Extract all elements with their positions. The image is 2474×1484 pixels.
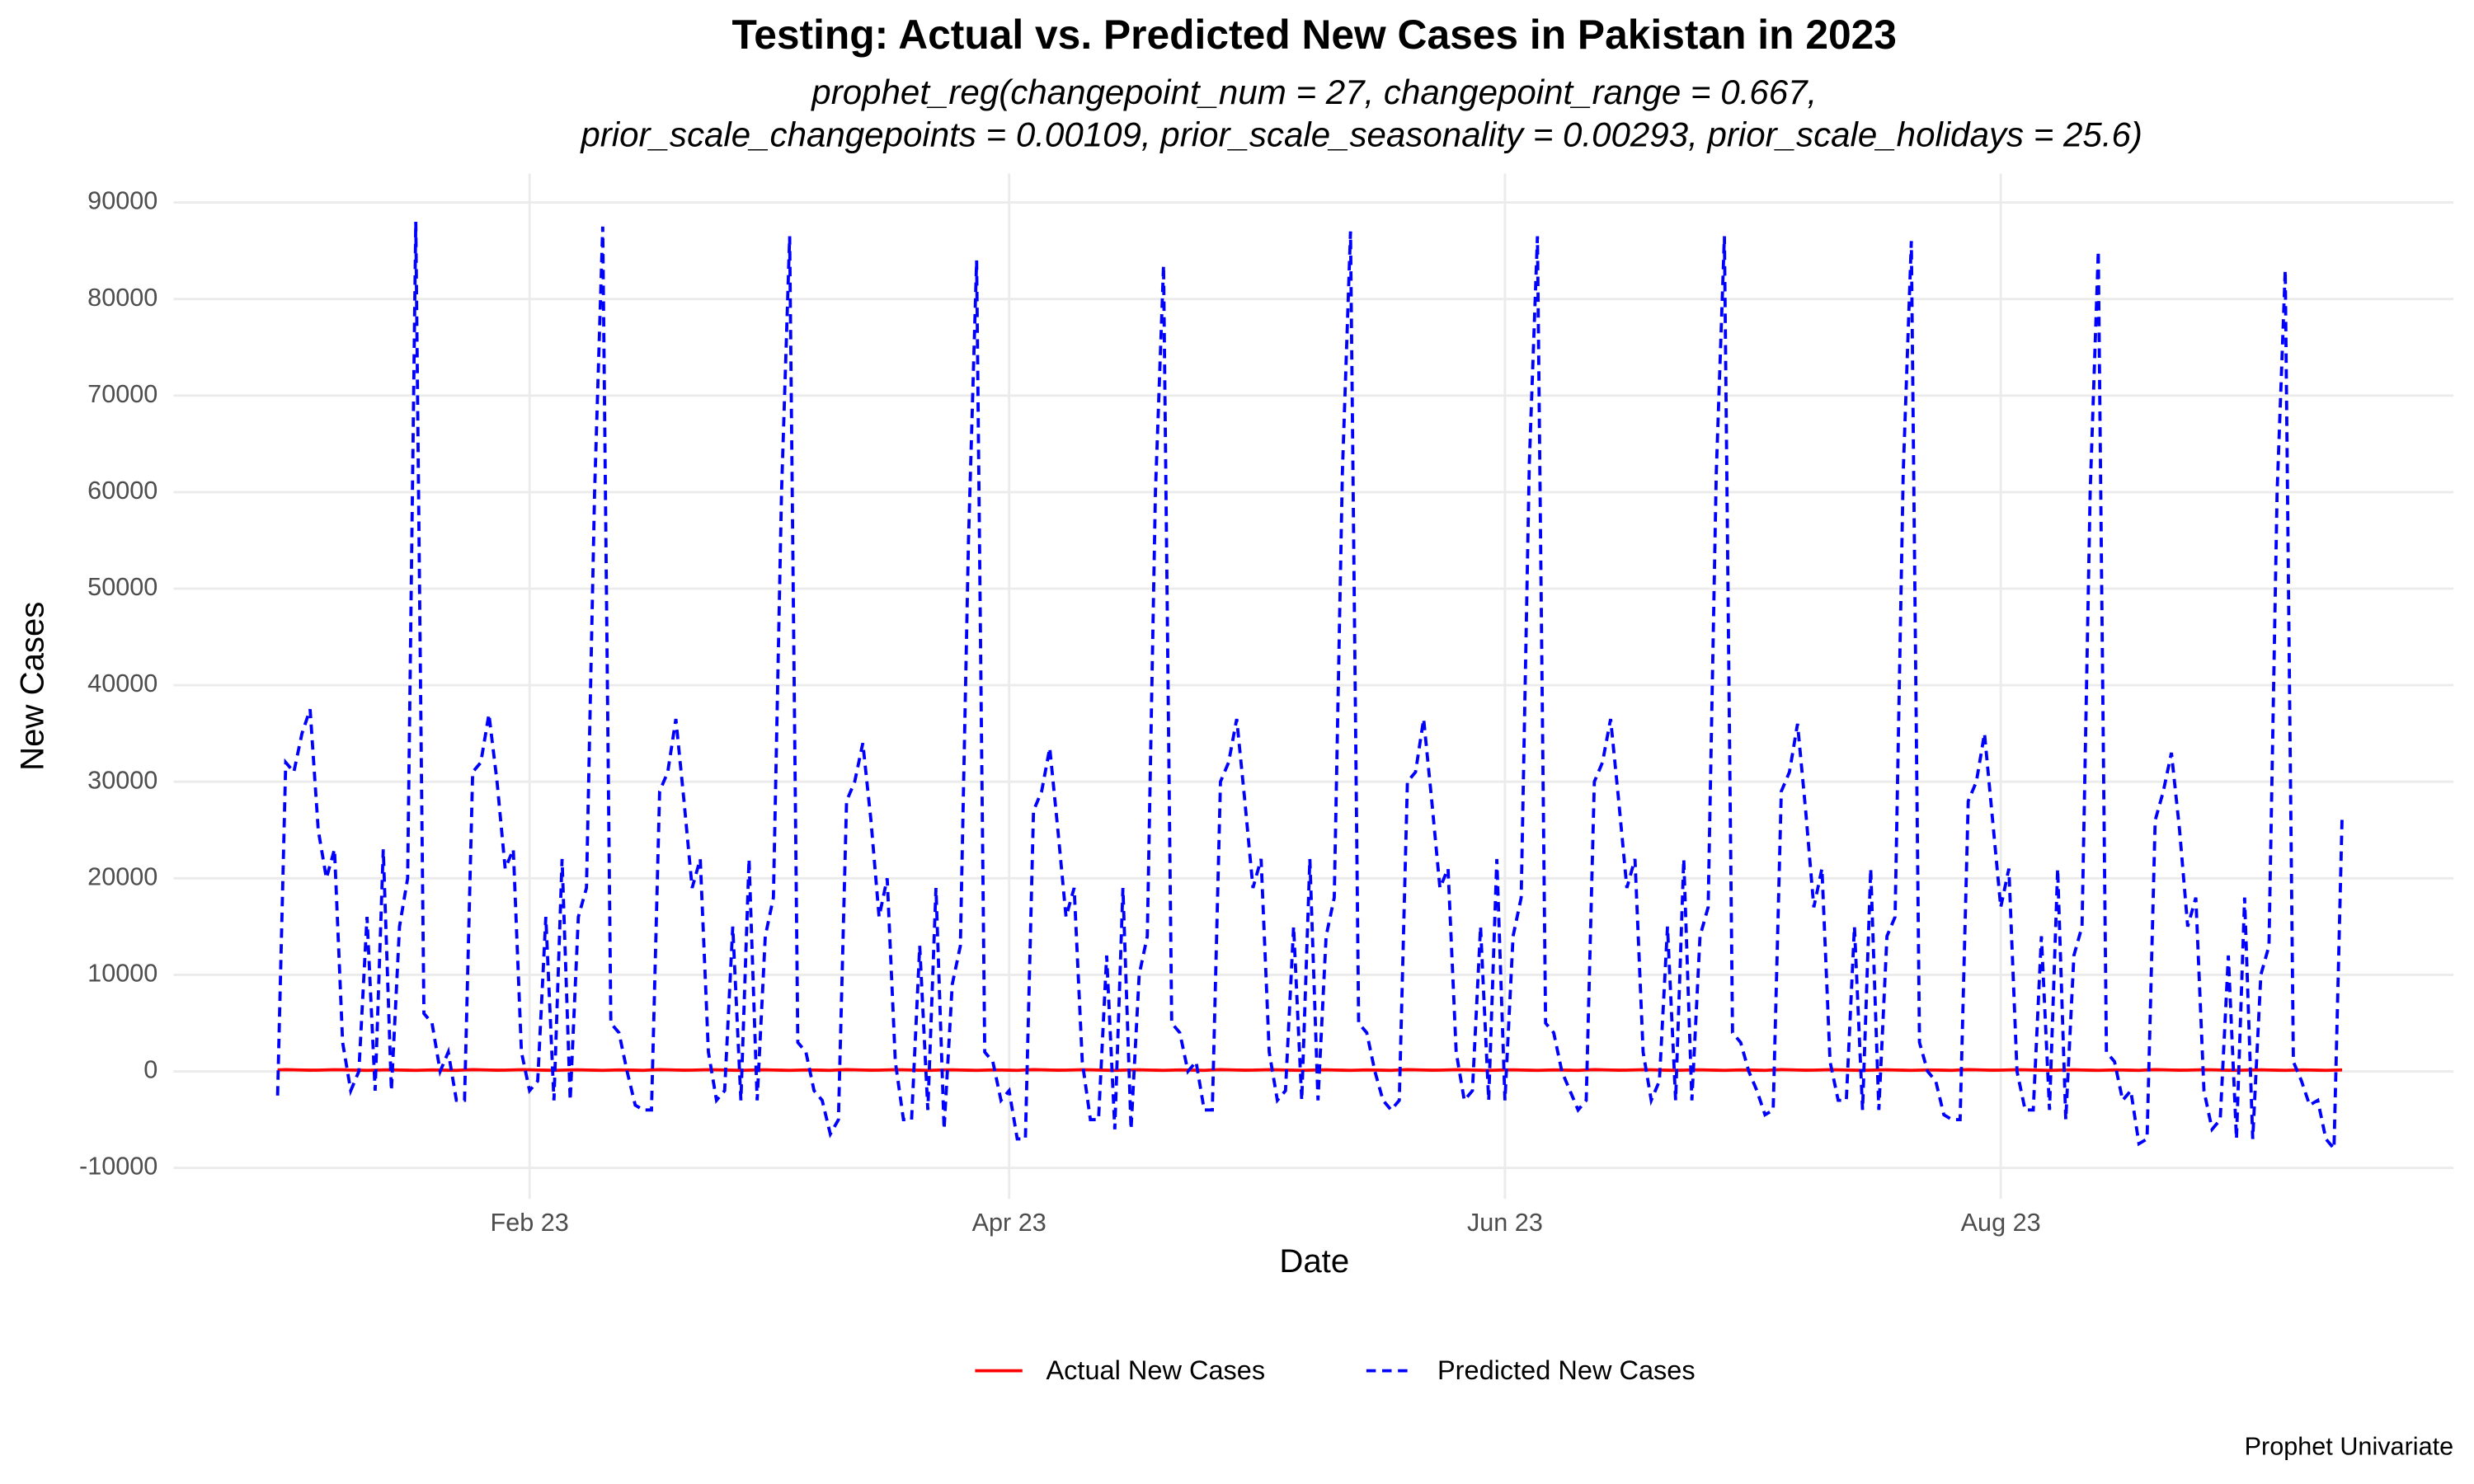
legend-label: Actual New Cases	[1046, 1355, 1265, 1385]
series-line	[277, 1068, 2343, 1073]
y-axis-title: New Cases	[14, 602, 51, 771]
chart-subtitle: prior_scale_changepoints = 0.00109, prio…	[579, 115, 2142, 154]
y-tick-label: 90000	[87, 187, 158, 215]
y-tick-label: 70000	[87, 380, 158, 408]
legend-label: Predicted New Cases	[1437, 1355, 1696, 1385]
x-axis-title: Date	[1279, 1242, 1349, 1280]
chart-subtitle: prophet_reg(changepoint_num = 27, change…	[810, 73, 1817, 111]
legend: Actual New Cases Predicted New Cases	[975, 1355, 1696, 1385]
x-tick-label: Feb 23	[491, 1209, 569, 1237]
chart-title: Testing: Actual vs. Predicted New Cases …	[732, 12, 1897, 58]
y-tick-label: 80000	[87, 284, 158, 312]
series-line	[275, 221, 2345, 1153]
caption: Prophet Univariate	[2245, 1432, 2454, 1460]
y-tick-label: 40000	[87, 669, 158, 697]
y-tick-label: -10000	[79, 1153, 158, 1181]
y-tick-label: 10000	[87, 959, 158, 987]
plot-lines	[275, 221, 2345, 1153]
y-tick-label: 30000	[87, 766, 158, 794]
y-tick-label: 50000	[87, 573, 158, 601]
grid	[173, 173, 2454, 1200]
x-tick-label: Aug 23	[1961, 1209, 2041, 1237]
x-tick-label: Jun 23	[1467, 1209, 1543, 1237]
x-tick-label: Apr 23	[972, 1209, 1047, 1237]
y-tick-label: 60000	[87, 477, 158, 505]
y-tick-label: 20000	[87, 862, 158, 890]
y-tick-label: 0	[143, 1056, 158, 1084]
